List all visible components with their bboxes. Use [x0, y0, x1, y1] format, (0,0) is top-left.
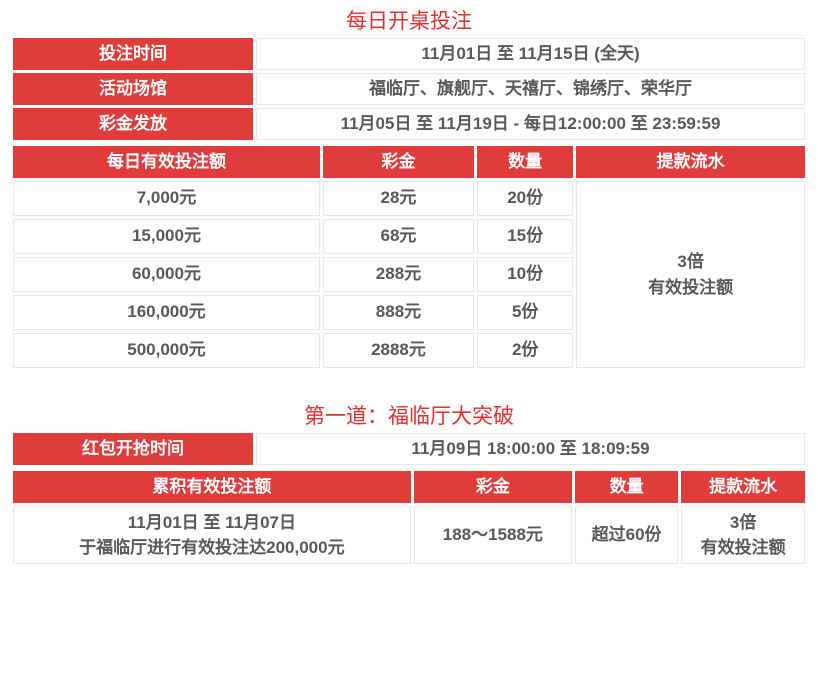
info-row: 红包开抢时间 11月09日 18:00:00 至 18:09:59 — [13, 433, 805, 465]
bet-amount: 60,000元 — [13, 257, 320, 292]
info-row: 活动场馆 福临厅、旗舰厅、天禧厅、锦绣厅、荣华厅 — [13, 73, 805, 105]
info-row: 投注时间 11月01日 至 11月15日 (全天) — [13, 38, 805, 70]
withdraw-requirement: 3倍 有效投注额 — [681, 506, 805, 564]
info-label: 投注时间 — [13, 38, 253, 70]
column-header: 数量 — [574, 471, 679, 503]
info-label: 红包开抢时间 — [13, 433, 253, 465]
daily-prize-table: 每日有效投注额 彩金 数量 提款流水 7,000元 28元 20份 3倍 有效投… — [10, 143, 808, 371]
section1-title: 每日开桌投注 — [346, 10, 472, 33]
cumulative-prize-table: 累积有效投注额 彩金 数量 提款流水 11月01日 至 11月07日 于福临厅进… — [10, 468, 808, 567]
table-row: 15,000元 68元 15份 — [13, 219, 805, 254]
table-header-row: 累积有效投注额 彩金 数量 提款流水 — [13, 471, 805, 503]
bet-amount: 500,000元 — [13, 333, 320, 368]
table-row: 11月01日 至 11月07日 于福临厅进行有效投注达200,000元 188～… — [13, 506, 805, 564]
section2-title: 第一道：福临厅大突破 — [304, 405, 514, 428]
bet-amount: 15,000元 — [13, 219, 320, 254]
table-row: 7,000元 28元 20份 3倍 有效投注额 — [13, 181, 805, 368]
info-value: 11月09日 18:00:00 至 18:09:59 — [256, 433, 805, 465]
column-header: 彩金 — [413, 471, 572, 503]
redpacket-info-table: 红包开抢时间 11月09日 18:00:00 至 18:09:59 — [10, 430, 808, 468]
info-label: 彩金发放 — [13, 108, 253, 140]
prize-amount: 2888元 — [322, 333, 475, 368]
quantity: 15份 — [477, 219, 574, 254]
column-header: 提款流水 — [681, 471, 805, 503]
quantity: 5份 — [477, 295, 574, 330]
withdraw-requirement: 3倍 有效投注额 — [576, 181, 805, 368]
table-row: 500,000元 2888元 2份 — [13, 333, 805, 368]
promo-page: 每日开桌投注 投注时间 11月01日 至 11月15日 (全天) 活动场馆 福临… — [10, 10, 808, 567]
column-header: 每日有效投注额 — [13, 146, 320, 178]
prize-amount: 28元 — [322, 181, 475, 216]
table-row: 60,000元 288元 10份 — [13, 257, 805, 292]
quantity: 2份 — [477, 333, 574, 368]
info-row: 彩金发放 11月05日 至 11月19日 - 每日12:00:00 至 23:5… — [13, 108, 805, 140]
table-header-row: 每日有效投注额 彩金 数量 提款流水 — [13, 146, 805, 178]
column-header: 数量 — [477, 146, 574, 178]
prize-amount: 288元 — [322, 257, 475, 292]
column-header: 累积有效投注额 — [13, 471, 411, 503]
bet-amount: 160,000元 — [13, 295, 320, 330]
betting-info-table: 投注时间 11月01日 至 11月15日 (全天) 活动场馆 福临厅、旗舰厅、天… — [10, 35, 808, 143]
info-label: 活动场馆 — [13, 73, 253, 105]
prize-amount: 188～1588元 — [413, 506, 572, 564]
table-row: 160,000元 888元 5份 — [13, 295, 805, 330]
info-value: 11月05日 至 11月19日 - 每日12:00:00 至 23:59:59 — [256, 108, 805, 140]
info-value: 福临厅、旗舰厅、天禧厅、锦绣厅、荣华厅 — [256, 73, 805, 105]
quantity: 10份 — [477, 257, 574, 292]
prize-amount: 888元 — [322, 295, 475, 330]
bet-condition: 11月01日 至 11月07日 于福临厅进行有效投注达200,000元 — [13, 506, 411, 564]
column-header: 彩金 — [322, 146, 475, 178]
prize-amount: 68元 — [322, 219, 475, 254]
info-value: 11月01日 至 11月15日 (全天) — [256, 38, 805, 70]
bet-amount: 7,000元 — [13, 181, 320, 216]
quantity: 20份 — [477, 181, 574, 216]
column-header: 提款流水 — [576, 146, 805, 178]
quantity: 超过60份 — [574, 506, 679, 564]
